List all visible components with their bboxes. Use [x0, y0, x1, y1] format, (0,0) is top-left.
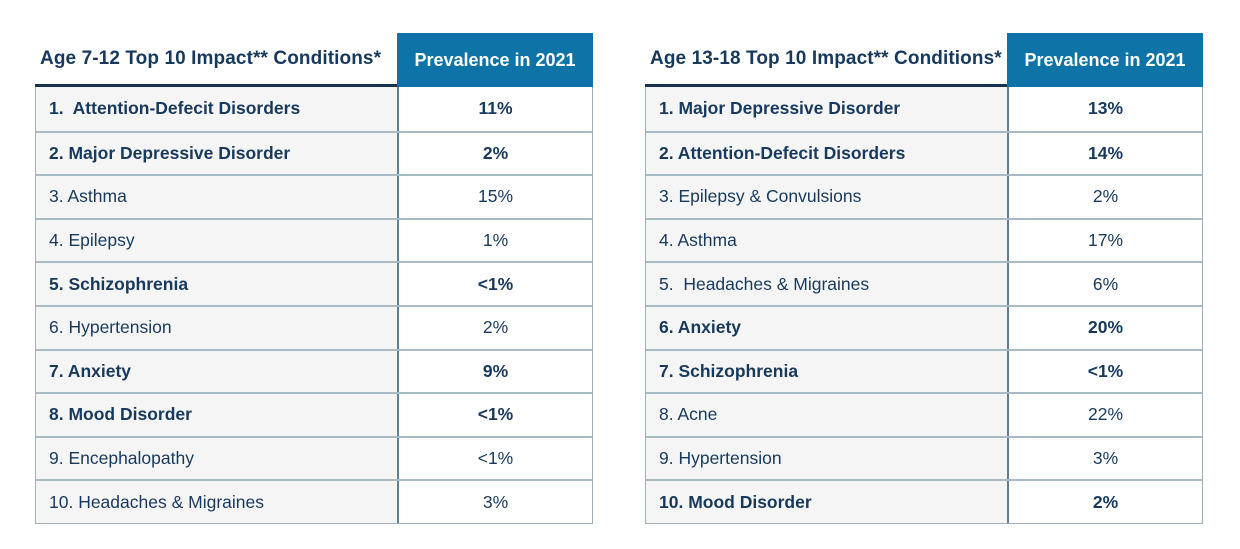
prevalence-cell: 20%	[1007, 306, 1202, 349]
condition-cell: 10. Mood Disorder	[646, 481, 1007, 523]
prevalence-cell: 17%	[1007, 219, 1202, 262]
condition-cell: 8. Mood Disorder	[36, 394, 397, 436]
table-title: Age 7-12 Top 10 Impact** Conditions*	[35, 33, 397, 87]
prevalence-cell: 11%	[397, 87, 592, 131]
prevalence-cell: 2%	[397, 132, 592, 175]
prevalence-cell: 14%	[1007, 132, 1202, 175]
prevalence-column-header: Prevalence in 2021	[1007, 33, 1203, 87]
condition-cell: 2. Attention-Defecit Disorders	[646, 132, 1007, 175]
table-row: 5. Headaches & Migraines 6%	[646, 261, 1202, 305]
prevalence-cell: 22%	[1007, 394, 1202, 436]
table-title: Age 13-18 Top 10 Impact** Conditions*	[645, 33, 1007, 87]
table-row: 6. Anxiety 20%	[646, 304, 1202, 349]
table-header-row: Age 7-12 Top 10 Impact** Conditions* Pre…	[35, 33, 593, 87]
table-row: 8. Acne 22%	[646, 392, 1202, 436]
table-row: 5. Schizophrenia <1%	[36, 261, 592, 305]
table-row: 7. Anxiety 9%	[36, 348, 592, 393]
prevalence-cell: 2%	[397, 306, 592, 349]
table-row: 9. Hypertension 3%	[646, 435, 1202, 480]
condition-cell: 1. Attention-Defecit Disorders	[36, 87, 397, 131]
condition-cell: 3. Epilepsy & Convulsions	[646, 176, 1007, 218]
table-row: 7. Schizophrenia <1%	[646, 348, 1202, 393]
prevalence-cell: 3%	[397, 481, 592, 523]
table-body: 1. Major Depressive Disorder 13% 2. Attent…	[645, 87, 1203, 524]
table-body: 1. Attention-Defecit Disorders 11% 2. Majo…	[35, 87, 593, 524]
condition-cell: 9. Hypertension	[646, 437, 1007, 480]
prevalence-cell: 15%	[397, 176, 592, 218]
table-row: 10. Headaches & Migraines 3%	[36, 479, 592, 523]
prevalence-table-age-13-18: Age 13-18 Top 10 Impact** Conditions* Pr…	[645, 33, 1203, 524]
table-row: 2. Attention-Defecit Disorders 14%	[646, 130, 1202, 175]
prevalence-cell: <1%	[397, 394, 592, 436]
prevalence-cell: <1%	[397, 437, 592, 480]
prevalence-cell: 6%	[1007, 263, 1202, 305]
condition-cell: 7. Schizophrenia	[646, 350, 1007, 393]
table-row: 9. Encephalopathy <1%	[36, 435, 592, 480]
prevalence-cell: 1%	[397, 219, 592, 262]
prevalence-cell: 3%	[1007, 437, 1202, 480]
table-row: 4. Asthma 17%	[646, 217, 1202, 262]
prevalence-cell: 2%	[1007, 481, 1202, 523]
condition-cell: 6. Hypertension	[36, 306, 397, 349]
prevalence-column-header: Prevalence in 2021	[397, 33, 593, 87]
table-row: 1. Major Depressive Disorder 13%	[646, 87, 1202, 131]
table-header-row: Age 13-18 Top 10 Impact** Conditions* Pr…	[645, 33, 1203, 87]
table-row: 3. Asthma 15%	[36, 174, 592, 218]
prevalence-cell: <1%	[397, 263, 592, 305]
prevalence-cell: 9%	[397, 350, 592, 393]
table-row: 2. Major Depressive Disorder 2%	[36, 130, 592, 175]
prevalence-table-age-7-12: Age 7-12 Top 10 Impact** Conditions* Pre…	[35, 33, 593, 524]
table-row: 3. Epilepsy & Convulsions 2%	[646, 174, 1202, 218]
condition-cell: 2. Major Depressive Disorder	[36, 132, 397, 175]
prevalence-cell: 2%	[1007, 176, 1202, 218]
condition-cell: 5. Headaches & Migraines	[646, 263, 1007, 305]
condition-cell: 5. Schizophrenia	[36, 263, 397, 305]
table-row: 10. Mood Disorder 2%	[646, 479, 1202, 523]
condition-cell: 8. Acne	[646, 394, 1007, 436]
table-row: 4. Epilepsy 1%	[36, 217, 592, 262]
prevalence-cell: 13%	[1007, 87, 1202, 131]
table-row: 8. Mood Disorder <1%	[36, 392, 592, 436]
condition-cell: 9. Encephalopathy	[36, 437, 397, 480]
table-row: 6. Hypertension 2%	[36, 304, 592, 349]
condition-cell: 1. Major Depressive Disorder	[646, 87, 1007, 131]
condition-cell: 10. Headaches & Migraines	[36, 481, 397, 523]
condition-cell: 4. Epilepsy	[36, 219, 397, 262]
condition-cell: 6. Anxiety	[646, 306, 1007, 349]
prevalence-cell: <1%	[1007, 350, 1202, 393]
condition-cell: 4. Asthma	[646, 219, 1007, 262]
table-row: 1. Attention-Defecit Disorders 11%	[36, 87, 592, 131]
condition-cell: 3. Asthma	[36, 176, 397, 218]
condition-cell: 7. Anxiety	[36, 350, 397, 393]
